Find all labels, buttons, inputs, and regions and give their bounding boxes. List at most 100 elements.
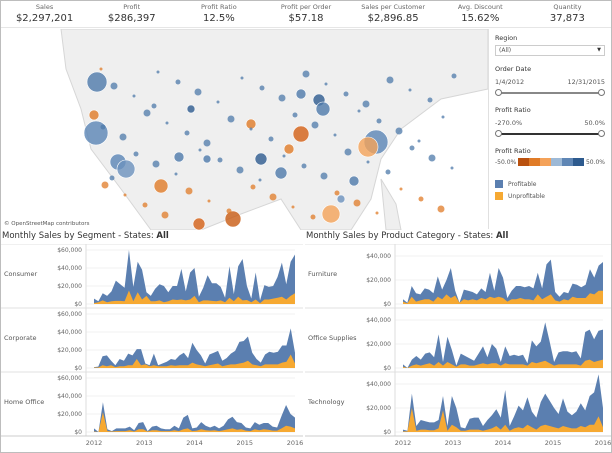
map-bubble[interactable] [301,163,307,169]
map-bubble[interactable] [119,133,127,141]
map-bubble[interactable] [291,205,295,209]
map-bubble[interactable] [254,152,268,166]
profit-ratio-slider[interactable] [495,130,605,138]
order-date-slider[interactable] [495,89,605,97]
map-bubble[interactable] [357,136,379,158]
profitable-area[interactable] [403,374,603,432]
map-bubble[interactable] [450,166,454,170]
map-bubble[interactable] [194,88,202,96]
map-bubble[interactable] [353,199,361,207]
map-bubble[interactable] [99,67,103,71]
map-bubble[interactable] [227,115,235,123]
map-bubble[interactable] [375,211,379,215]
map-bubble[interactable] [186,104,196,114]
map-bubble[interactable] [336,194,346,204]
map-bubble[interactable] [143,109,151,117]
map-bubble[interactable] [395,127,403,135]
map-bubble[interactable] [385,169,391,175]
map-bubble[interactable] [311,121,319,129]
map-bubble[interactable] [142,202,148,208]
map-bubble[interactable] [165,121,169,125]
map-bubble[interactable] [282,154,286,158]
map-bubble[interactable] [315,101,331,117]
map-bubble[interactable] [321,204,341,224]
sales-map[interactable]: © OpenStreetMap contributors [1,29,488,230]
map-bubble[interactable] [173,151,185,163]
profit-ratio-min-handle[interactable] [495,130,502,137]
map-bubble[interactable] [427,97,433,103]
map-bubble[interactable] [226,208,232,214]
unprofitable-area[interactable] [94,290,295,305]
map-bubble[interactable] [441,115,445,119]
map-bubble[interactable] [86,71,108,93]
map-bubble[interactable] [334,190,340,196]
map-bubble[interactable] [88,109,100,121]
map-bubble[interactable] [152,160,160,168]
map-bubble[interactable] [116,159,136,179]
map-bubble[interactable] [324,82,328,86]
map-bubble[interactable] [132,94,136,98]
map-bubble[interactable] [198,148,202,152]
legend-item-unprofitable[interactable]: Unprofitable [495,192,605,200]
map-bubble[interactable] [268,136,274,142]
unprofitable-area[interactable] [94,354,295,369]
profitable-area[interactable] [403,322,603,368]
map-bubble[interactable] [110,82,118,90]
map-bubble[interactable] [175,79,181,85]
profit-ratio-max-handle[interactable] [598,130,605,137]
map-bubble[interactable] [283,143,295,155]
map-bubble[interactable] [123,193,127,197]
map-bubble[interactable] [185,187,193,195]
map-bubble[interactable] [362,100,370,108]
map-bubble[interactable] [376,118,382,124]
map-bubble[interactable] [174,172,178,176]
map-bubble[interactable] [269,193,277,201]
unprofitable-area[interactable] [403,359,603,368]
map-bubble[interactable] [161,211,169,219]
order-date-min-handle[interactable] [495,89,502,96]
map-bubble[interactable] [366,160,370,164]
map-bubble[interactable] [156,70,160,74]
map-bubble[interactable] [408,88,412,92]
map-bubble[interactable] [274,166,288,180]
profitable-area[interactable] [403,259,603,304]
map-bubble[interactable] [302,70,310,78]
profitable-area[interactable] [94,402,295,432]
unprofitable-area[interactable] [403,290,603,304]
map-bubble[interactable] [259,85,265,91]
map-bubble[interactable] [292,125,310,143]
map-bubble[interactable] [320,172,328,180]
region-dropdown[interactable]: (All) ▼ [495,45,605,56]
map-bubble[interactable] [133,151,139,157]
order-date-max-handle[interactable] [598,89,605,96]
map-bubble[interactable] [258,178,262,182]
map-bubble[interactable] [386,76,394,84]
map-bubble[interactable] [153,178,169,194]
map-bubble[interactable] [428,154,436,162]
map-bubble[interactable] [151,103,157,109]
map-bubble[interactable] [399,187,403,191]
map-bubble[interactable] [101,181,109,189]
map-bubble[interactable] [236,166,244,174]
map-bubble[interactable] [109,175,115,181]
map-bubble[interactable] [250,184,256,190]
map-bubble[interactable] [202,154,212,164]
map-bubble[interactable] [409,145,415,151]
map-bubble[interactable] [310,214,316,220]
map-bubble[interactable] [348,175,360,187]
map-bubble[interactable] [240,76,244,80]
legend-item-profitable[interactable]: Profitable [495,180,605,188]
map-bubble[interactable] [192,217,206,230]
map-bubble[interactable] [278,94,286,102]
map-bubble[interactable] [417,139,421,143]
map-bubble[interactable] [249,127,253,131]
unprofitable-area[interactable] [403,408,603,432]
segment-area-chart[interactable]: Consumer$0$20,000$40,000$60,000Corporate… [1,244,303,453]
map-bubble[interactable] [333,133,337,137]
map-bubble[interactable] [451,73,457,79]
map-bubble[interactable] [344,148,352,156]
map-bubble[interactable] [437,205,445,213]
map-bubble[interactable] [224,210,242,228]
map-bubble[interactable] [203,139,211,147]
